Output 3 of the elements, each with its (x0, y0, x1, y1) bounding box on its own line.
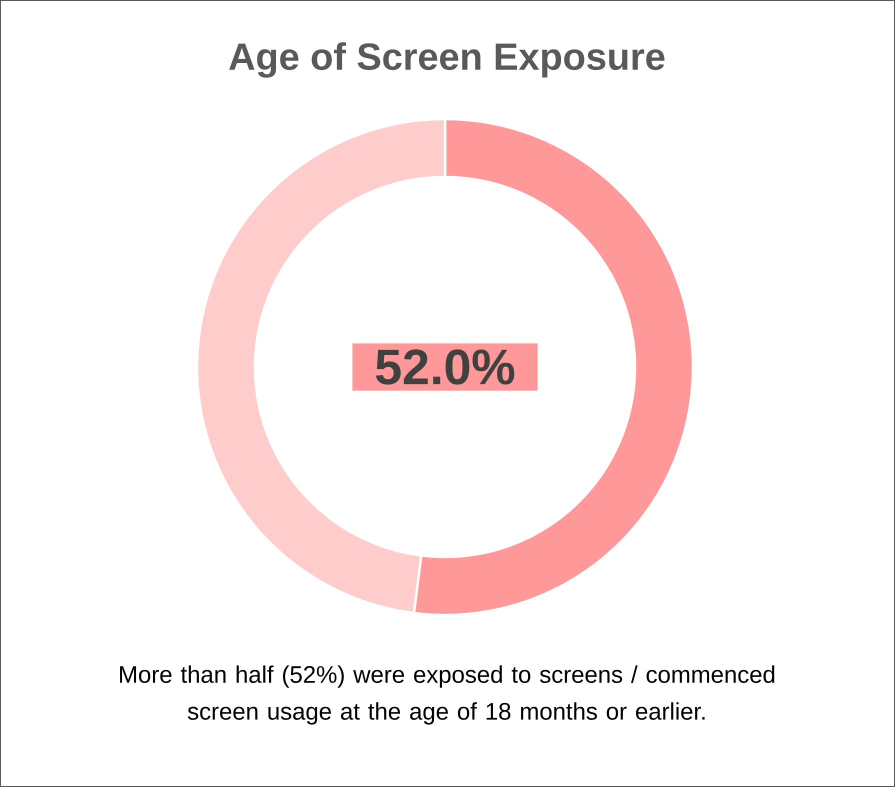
data-label: 52.0% (376, 349, 514, 385)
text: More than half (52%) were exposed to screens / commenced screen usage at the age of 18 months or earlier. (120, 665, 774, 725)
chart-title: Age of Screen Exposure (229, 42, 664, 78)
